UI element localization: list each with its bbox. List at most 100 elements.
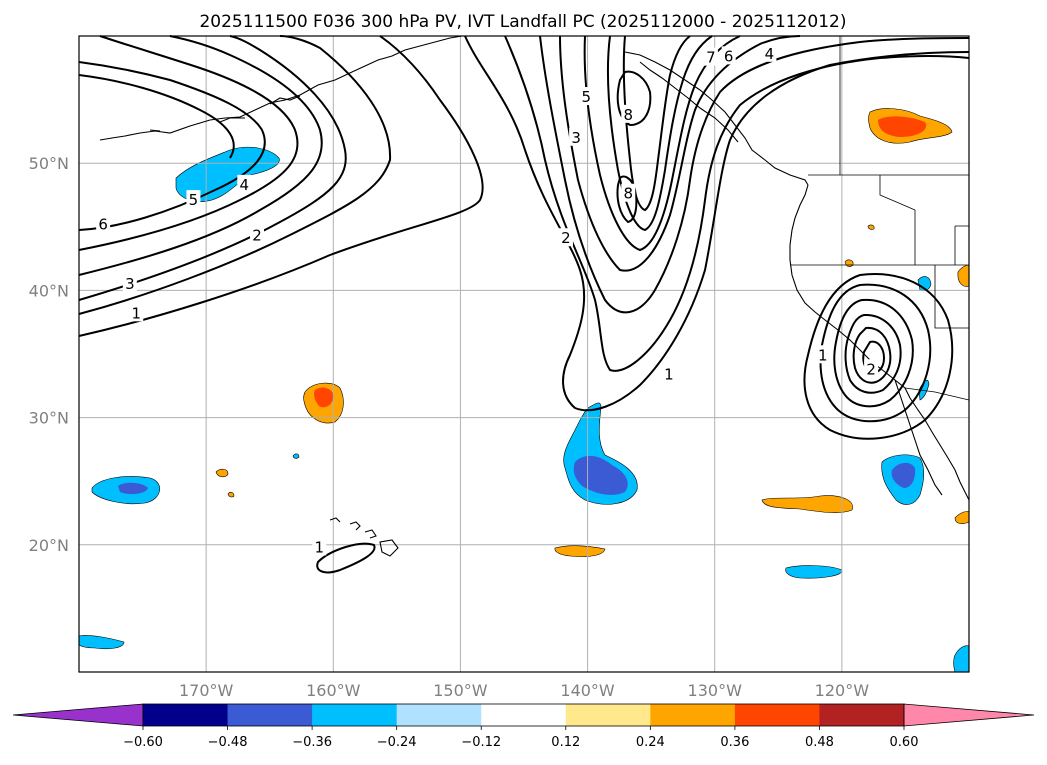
lon-tick-label: 170°W (179, 681, 234, 700)
contour-label: 5 (189, 191, 199, 209)
contour-label-bg (579, 87, 594, 106)
pv-contour (583, 35, 741, 252)
colorbar-tick-label: 0.60 (890, 735, 919, 750)
ivt-neg-fill (175, 146, 280, 202)
contour-label: 3 (125, 275, 135, 293)
latitude-tick-labels: 20°N 30°N 40°N 50°N (29, 154, 69, 555)
contour-label: 2 (866, 360, 876, 378)
colorbar-extend-low (12, 703, 144, 727)
lon-tick-label: 140°W (560, 681, 615, 700)
colorbar-tick-label: −0.12 (461, 735, 501, 750)
lat-tick-label: 40°N (29, 281, 69, 300)
state-border (934, 265, 969, 329)
ivt-pos-fill (554, 545, 606, 557)
contour-label-bg (96, 214, 111, 233)
colorbar: −0.60 −0.48 −0.36 −0.24 −0.12 0.12 0.24 0.36 0.4… (12, 703, 1035, 750)
pv-contour (539, 35, 970, 314)
map-frame (78, 35, 970, 673)
contour-label-bg (558, 228, 573, 247)
pv-contour (78, 35, 347, 301)
lon-tick-label: 160°W (306, 681, 361, 700)
pv-contour (78, 74, 235, 159)
colorbar-segment (734, 704, 820, 726)
contour-label: 1 (664, 365, 674, 383)
pv-contour (819, 283, 932, 423)
colorbar-segment (227, 704, 313, 726)
colorbar-tick-label: −0.24 (377, 735, 417, 750)
contour-label-bg (250, 225, 264, 244)
colorbar-tick-label: −0.60 (123, 735, 163, 750)
colorbar-segment (565, 704, 651, 726)
colorbar-tick-label: 0.48 (805, 735, 834, 750)
ivt-pos-fill (227, 491, 235, 498)
contour-label-bg (569, 127, 584, 146)
political-borders (790, 36, 970, 401)
colorbar-frame (142, 703, 905, 727)
ivt-neg-fill (292, 453, 300, 459)
coastline (149, 95, 301, 132)
state-border (879, 175, 916, 265)
pv-contour (316, 542, 376, 574)
ivt-pos-fill (314, 387, 334, 408)
coastline-layer (99, 35, 970, 557)
coastline (894, 379, 943, 496)
coastline (639, 61, 739, 143)
contour-label: 1 (818, 346, 828, 364)
contour-label-bg (864, 359, 879, 378)
contour-label: 4 (240, 176, 250, 194)
contour-label-bg (661, 364, 676, 383)
contour-label: 4 (765, 45, 775, 63)
colorbar-tick-label: 0.12 (551, 735, 580, 750)
colorbar-segment (396, 704, 482, 726)
contour-label-bg (186, 190, 201, 209)
ivt-pos-fill (867, 224, 875, 230)
colorbar-segment (312, 704, 398, 726)
pv-contour (616, 175, 638, 224)
pv-contour (833, 298, 914, 408)
ivt-neg-fill (891, 462, 916, 488)
contour-label-bg (129, 303, 144, 322)
contour-label-bg (122, 274, 137, 293)
contour-label-bg (721, 46, 736, 65)
coastline (329, 517, 399, 557)
pv-contour (464, 35, 970, 412)
lat-tick-label: 20°N (29, 536, 69, 555)
ivt-neg-fill (785, 565, 843, 579)
ivt-neg-fill (78, 635, 125, 650)
pv-contour (844, 313, 902, 394)
pv-contour (862, 340, 886, 374)
ivt-pos-fill (761, 495, 853, 513)
country-border (904, 387, 970, 401)
pv-contour (78, 35, 323, 276)
colorbar-extend-high (903, 703, 1035, 727)
pv-contour (852, 326, 892, 384)
contour-label: 3 (571, 129, 581, 147)
pv-contour (78, 61, 266, 231)
graticule (79, 36, 969, 672)
contour-label: 1 (131, 304, 141, 322)
colorbar-segment (481, 704, 567, 726)
contour-label: 8 (623, 106, 633, 124)
contour-label: 5 (582, 88, 592, 106)
map-background (79, 36, 969, 672)
pv-contour (504, 35, 970, 372)
lat-tick-label: 30°N (29, 409, 69, 428)
contour-label-bg (703, 47, 718, 66)
pv-contour (78, 35, 484, 337)
contour-label-bg (621, 104, 636, 123)
contour-label: 2 (561, 229, 571, 247)
contour-label: 6 (724, 47, 734, 65)
colorbar-tick-label: −0.36 (292, 735, 332, 750)
contour-label: 1 (315, 538, 325, 556)
contour-label-bg (237, 174, 252, 193)
colorbar-segment (143, 704, 229, 726)
pv-contour (559, 35, 801, 272)
pv-contour (616, 70, 652, 127)
ivt-pos-fill (878, 116, 927, 137)
colorbar-segment (650, 704, 736, 726)
pv-contour (607, 35, 713, 232)
contour-label: 8 (623, 185, 633, 203)
